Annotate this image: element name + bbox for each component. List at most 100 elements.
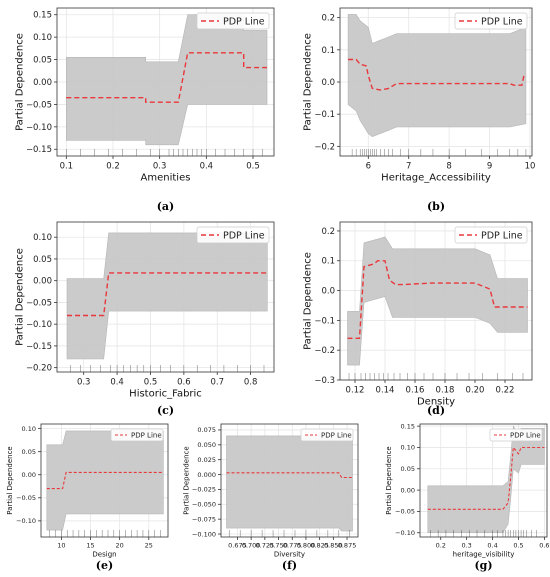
x-tick-label: 0.4 <box>110 378 124 388</box>
plot-frame <box>220 423 359 538</box>
y-axis-label: Partial Dependence <box>302 33 313 131</box>
x-tick-label: 0.875 <box>338 542 357 550</box>
y-tick-label: −0.20 <box>26 364 52 374</box>
legend-label: PDP Line <box>131 432 162 440</box>
y-tick-label: 0.10 <box>33 233 52 243</box>
y-axis-label: Partial Dependence <box>385 446 393 514</box>
x-tick-label: 0.3 <box>77 378 91 388</box>
y-tick-label: 0.1 <box>321 257 335 267</box>
y-axis-label: Partial Dependence <box>14 248 25 346</box>
x-tick-label: 0.3 <box>153 162 167 172</box>
panel-caption: (c) <box>157 404 174 417</box>
pdp-line <box>67 272 268 317</box>
y-tick-label: −0.05 <box>16 494 36 502</box>
legend: PDP Line <box>196 226 270 244</box>
x-tick-label: 0.3 <box>461 542 471 550</box>
x-axis-label: Amenities <box>141 173 191 184</box>
y-tick-label: −0.10 <box>26 123 52 133</box>
legend-box <box>454 12 528 30</box>
y-tick-label: 0.15 <box>401 422 415 430</box>
legend-label: PDP Line <box>510 432 541 440</box>
y-tick-label: 0.000 <box>197 471 216 479</box>
y-tick-label: −0.3 <box>314 376 335 386</box>
x-tick-label: 0.22 <box>496 386 515 396</box>
pdp-panel-6: 0.6750.7000.7250.7500.7750.8000.8250.850… <box>182 423 359 572</box>
pdp-panel-7: 0.2 0.3 0.4 0.5 0.6 −0.10 −0.05 0.00 0.05 0.10 0.1… <box>385 422 549 572</box>
confidence-band <box>427 425 545 533</box>
plot-frame <box>56 221 275 373</box>
x-tick-label: 0.750 <box>269 542 288 550</box>
y-tick-label: 0.10 <box>33 33 52 43</box>
pdp-line <box>46 471 164 490</box>
y-tick-label: 0.0 <box>321 78 335 88</box>
y-tick-label: −0.100 <box>192 530 216 538</box>
x-axis-label: Historic_Fabric <box>129 389 202 400</box>
y-tick-label: 0.1 <box>321 46 335 56</box>
legend-label: PDP Line <box>223 231 265 242</box>
pdp-line <box>347 260 528 339</box>
x-axis-label: Heritage_Accessibility <box>381 173 491 184</box>
confidence-band <box>347 236 528 366</box>
x-tick-label: 0.12 <box>346 386 365 396</box>
legend-box <box>489 428 543 442</box>
y-tick-label: −0.10 <box>395 529 415 537</box>
panel-caption: (d) <box>427 404 445 417</box>
x-axis-label: Diversity <box>274 551 305 559</box>
x-tick-label: 6 <box>366 162 371 172</box>
y-axis-label: Partial Dependence <box>6 446 14 514</box>
y-tick-label: 0.05 <box>33 255 52 265</box>
confidence-band <box>66 232 268 360</box>
y-tick-label: 0.075 <box>197 426 216 434</box>
x-tick-label: 0.6 <box>177 378 191 388</box>
y-tick-label: −0.2 <box>314 142 335 152</box>
y-tick-label: 0.10 <box>22 425 36 433</box>
y-axis-label: Partial Dependence <box>302 252 313 350</box>
x-axis-label: heritage_visibility <box>453 551 515 559</box>
pdp-panel-5: 10 15 20 25 −0.10 −0.05 0.00 0.05 0.10 Design Part… <box>6 423 169 572</box>
y-tick-label: −0.05 <box>395 508 415 516</box>
y-tick-label: −0.2 <box>314 346 335 356</box>
x-tick-label: 9 <box>487 162 492 172</box>
confidence-band <box>347 14 527 138</box>
x-tick-label: 0.675 <box>228 542 247 550</box>
x-tick-label: 0.5 <box>246 162 260 172</box>
legend: PDP Line <box>110 428 164 442</box>
y-tick-label: 0.00 <box>33 277 52 287</box>
y-axis-label: Partial Dependence <box>14 33 25 131</box>
y-tick-label: 0.00 <box>22 471 36 479</box>
x-tick-label: 7 <box>406 162 411 172</box>
legend-box <box>300 428 354 442</box>
x-tick-label: 0.7 <box>210 378 224 388</box>
x-tick-label: 0.700 <box>242 542 261 550</box>
y-tick-label: 0.025 <box>197 456 216 464</box>
y-tick-label: −0.075 <box>192 515 216 523</box>
pdp-line <box>427 446 545 510</box>
x-tick-label: 20 <box>116 542 124 550</box>
y-tick-label: −0.025 <box>192 486 216 494</box>
panel-caption: (g) <box>474 559 492 572</box>
panel-caption: (a) <box>157 200 175 213</box>
y-tick-label: −0.05 <box>26 298 52 308</box>
y-tick-label: 0.2 <box>321 14 335 24</box>
legend-label: PDP Line <box>321 432 352 440</box>
legend-box <box>110 428 164 442</box>
y-tick-label: −0.1 <box>314 110 335 120</box>
legend-label: PDP Line <box>481 231 523 242</box>
x-tick-label: 0.725 <box>256 542 275 550</box>
x-tick-label: 0.4 <box>487 542 497 550</box>
panel-caption: (b) <box>427 200 445 213</box>
x-tick-label: 0.2 <box>436 542 446 550</box>
legend: PDP Line <box>300 428 354 442</box>
x-tick-label: 15 <box>86 542 94 550</box>
x-tick-label: 0.800 <box>297 542 316 550</box>
x-tick-label: 0.1 <box>60 162 74 172</box>
x-tick-label: 0.14 <box>376 386 395 396</box>
legend-box <box>454 226 528 244</box>
y-tick-label: −0.15 <box>26 145 52 155</box>
confidence-band <box>226 435 353 532</box>
y-tick-label: −0.05 <box>26 100 52 110</box>
y-tick-label: 0.05 <box>401 465 415 473</box>
legend-label: PDP Line <box>481 17 523 28</box>
pdp-panel-2: 6 7 8 9 10 −0.2 −0.1 0.0 0.1 0.2 Heritage_Accessib… <box>302 7 536 213</box>
x-tick-label: 10 <box>525 162 536 172</box>
